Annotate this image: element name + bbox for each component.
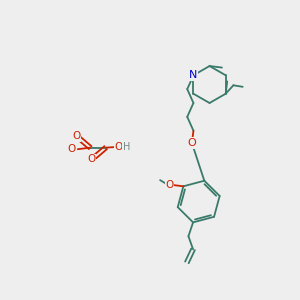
Text: O: O [115, 142, 123, 152]
Text: O: O [72, 131, 80, 141]
Text: N: N [189, 70, 198, 80]
Text: O: O [188, 138, 196, 148]
Text: O: O [88, 154, 96, 164]
Text: H: H [123, 142, 130, 152]
Text: O: O [68, 144, 76, 154]
Text: O: O [165, 180, 173, 190]
